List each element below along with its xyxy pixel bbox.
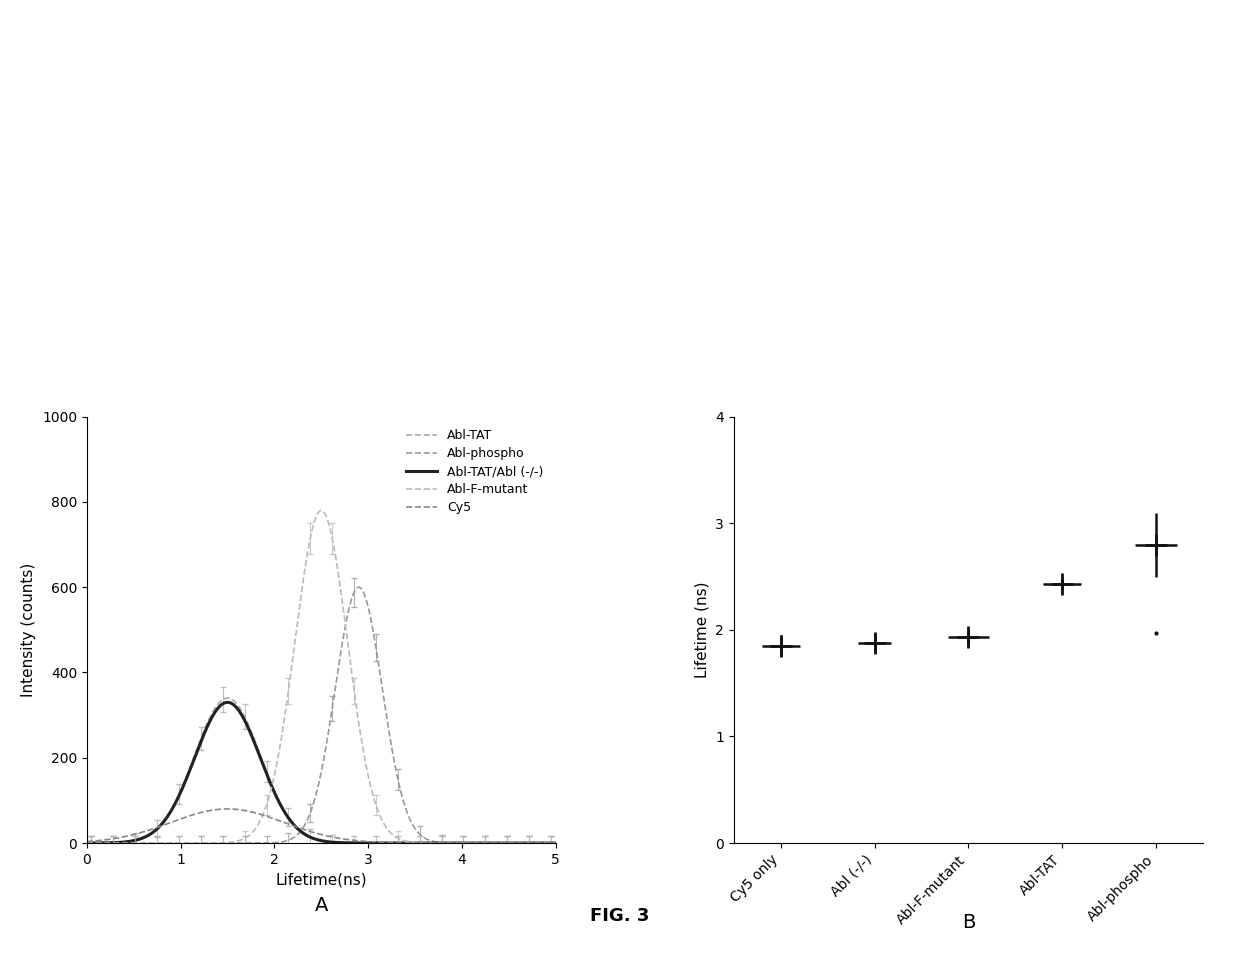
Legend: Abl-TAT, Abl-phospho, Abl-TAT/Abl (-/-), Abl-F-mutant, Cy5: Abl-TAT, Abl-phospho, Abl-TAT/Abl (-/-),… [399,422,549,520]
Abl-F-mutant [454,837,469,849]
Cy5 [454,837,469,849]
Cy5 [548,837,563,849]
Abl-F-mutant [269,760,284,771]
Abl-phospho [351,581,366,593]
Abl-TAT [454,837,469,849]
Abl-TAT/Abl (-/-) [286,819,301,830]
Abl-F-mutant [402,836,417,848]
Abl-F-mutant [445,837,460,849]
Abl-TAT/Abl (-/-) [402,837,417,849]
Line: Cy5: Cy5 [87,809,556,843]
Abl-TAT/Abl (-/-) [445,837,460,849]
Abl-phospho [79,837,94,849]
Abl-F-mutant [128,837,143,849]
Abl-TAT [548,837,563,849]
Text: A: A [315,896,327,916]
Abl-TAT [128,834,143,846]
Abl-phospho [269,836,284,848]
Abl-TAT [445,837,460,849]
Abl-TAT/Abl (-/-) [79,837,94,849]
Abl-phospho [128,837,143,849]
Line: Abl-F-mutant: Abl-F-mutant [87,511,556,843]
Cy5 [128,828,143,840]
Line: Abl-phospho: Abl-phospho [87,587,556,843]
Cy5 [221,803,236,815]
Abl-phospho [402,812,417,824]
Cy5 [269,814,284,826]
Text: FIG. 3: FIG. 3 [590,907,650,924]
Line: Abl-TAT: Abl-TAT [87,698,556,843]
Cy5 [286,820,301,831]
Y-axis label: Intensity (counts): Intensity (counts) [21,563,36,697]
Abl-phospho [286,832,301,844]
Abl-TAT/Abl (-/-) [221,697,236,708]
Abl-TAT [269,791,284,802]
X-axis label: Lifetime(ns): Lifetime(ns) [275,872,367,888]
Abl-TAT [79,837,94,849]
Abl-phospho [454,837,469,849]
Text: B: B [962,914,975,932]
Abl-TAT/Abl (-/-) [128,834,143,846]
Abl-TAT [221,692,236,703]
Cy5 [445,837,460,849]
Abl-F-mutant [79,837,94,849]
Abl-F-mutant [314,505,329,516]
Abl-phospho [445,837,460,849]
Abl-F-mutant [286,648,301,660]
Abl-TAT/Abl (-/-) [548,837,563,849]
Cy5 [79,835,94,847]
Abl-phospho [548,837,563,849]
Line: Abl-TAT/Abl (-/-): Abl-TAT/Abl (-/-) [87,703,556,843]
Abl-TAT/Abl (-/-) [454,837,469,849]
Y-axis label: Lifetime (ns): Lifetime (ns) [694,581,709,678]
Abl-F-mutant [548,837,563,849]
Abl-TAT/Abl (-/-) [269,792,284,803]
Cy5 [402,837,417,849]
Abl-TAT [402,837,417,849]
Abl-TAT [286,819,301,830]
